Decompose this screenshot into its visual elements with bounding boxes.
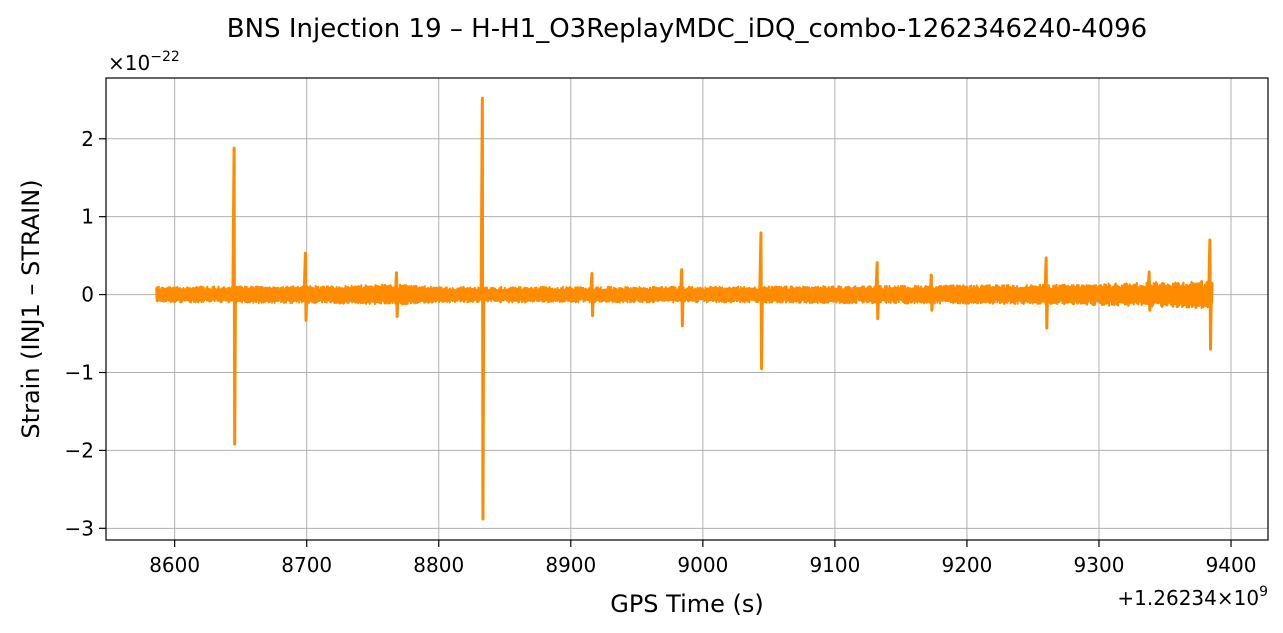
y-axis-label: Strain (INJ1 – STRAIN) [17,179,45,438]
x-axis-label: GPS Time (s) [610,590,764,618]
x-axis-ticks: 8600 8700 8800 8900 9000 9100 9200 9300 9400 [149,540,1256,577]
x-tick-label: 8600 [149,553,200,577]
glitch-spike [393,271,400,318]
glitch-spike [758,231,764,371]
y-tick-label: −1 [65,360,94,384]
data-series [155,96,1214,521]
x-tick-label: 8700 [281,553,332,577]
y-tick-label: 1 [81,205,94,229]
y-axis-ticks: −3 −2 −1 0 1 2 [65,127,106,540]
chart-title: BNS Injection 19 – H-H1_O3ReplayMDC_iDQ_… [227,14,1147,44]
glitch-spike [928,273,935,312]
glitch-spike [231,146,237,446]
x-tick-label: 8900 [545,553,596,577]
y-tick-label: 0 [81,283,94,307]
y-tick-label: 2 [81,127,94,151]
x-tick-label: 9100 [809,553,860,577]
grid [106,78,1268,540]
glitch-spike [1207,238,1213,351]
x-tick-label: 9400 [1206,553,1257,577]
x-tick-label: 9000 [677,553,728,577]
x-tick-label: 9200 [941,553,992,577]
strain-line [155,280,1214,310]
plot-frame [105,77,1269,541]
y-scale-factor: ×10−22 [108,49,180,75]
glitch-spike [1043,256,1050,330]
glitch-spike [679,268,685,328]
glitch-spike [589,272,595,318]
y-tick-label: −2 [65,438,94,462]
glitch-spike [874,261,881,321]
glitch-spike [1146,270,1153,312]
y-tick-label: −3 [65,516,94,540]
glitch-spike [479,96,486,521]
x-tick-label: 9300 [1074,553,1125,577]
x-tick-label: 8800 [413,553,464,577]
glitch-spike [302,251,309,322]
x-offset-label: +1.26234×109 [1117,584,1268,610]
